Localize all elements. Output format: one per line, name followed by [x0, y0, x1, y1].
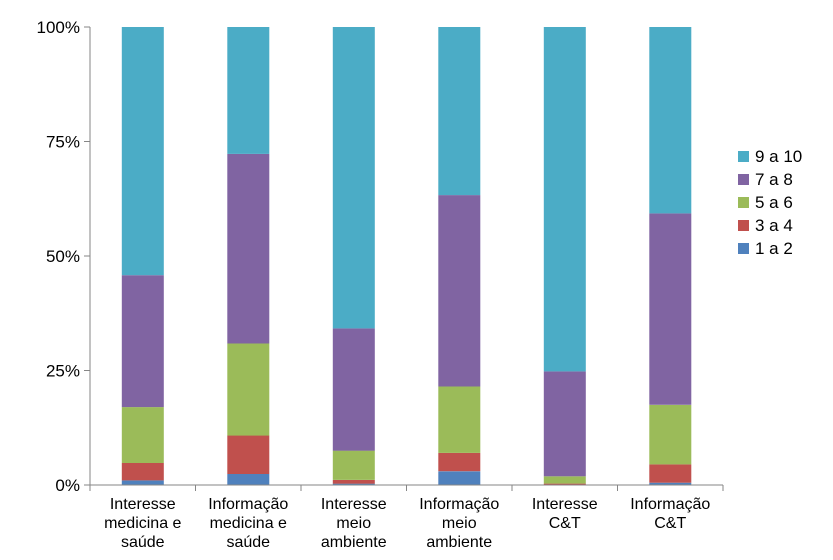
bar-segment — [227, 435, 270, 474]
legend-label: 1 a 2 — [755, 239, 793, 258]
bar-segment — [543, 27, 586, 372]
bar-segment — [649, 404, 692, 465]
bar-segment — [121, 480, 164, 485]
bar-segment — [332, 450, 375, 480]
bars-group — [121, 27, 692, 485]
x-category-label: Interesse medicina e saúde — [104, 496, 181, 551]
bar-segment — [649, 464, 692, 483]
bar-segment — [649, 482, 692, 485]
y-tick-label: 100% — [37, 18, 80, 37]
bar-segment — [438, 471, 481, 485]
legend-swatch — [738, 174, 749, 185]
bar-segment — [121, 407, 164, 463]
x-category-label: Informação meio ambiente — [419, 496, 499, 551]
bar-segment — [543, 371, 586, 477]
bar-segment — [543, 483, 586, 485]
bar-segment — [438, 386, 481, 453]
legend: 9 a 10 7 a 8 5 a 6 3 a 4 1 a 2 — [738, 147, 802, 258]
bar-segment — [332, 480, 375, 484]
legend-swatch — [738, 151, 749, 162]
bar-segment — [438, 195, 481, 387]
bar-segment — [438, 27, 481, 196]
bar-segment — [227, 27, 270, 154]
bar-segment — [121, 275, 164, 408]
axes-group: 0% 25% 50% 75% 100% Interesse medicina e saúde I… — [37, 18, 724, 551]
bar-segment — [121, 463, 164, 481]
bar-segment — [227, 343, 270, 436]
y-tick-label: 25% — [46, 362, 80, 381]
legend-label: 3 a 4 — [755, 216, 793, 235]
bar-segment — [332, 27, 375, 329]
y-tick-label: 0% — [55, 476, 80, 495]
legend-label: 5 a 6 — [755, 193, 793, 212]
bar-segment — [543, 476, 586, 484]
bar-segment — [438, 452, 481, 472]
legend-label: 9 a 10 — [755, 147, 802, 166]
x-category-label: Interesse C&T — [532, 496, 598, 532]
x-category-label: Informação C&T — [630, 496, 710, 532]
legend-swatch — [738, 243, 749, 254]
legend-label: 7 a 8 — [755, 170, 793, 189]
bar-segment — [649, 27, 692, 214]
bar-segment — [332, 483, 375, 485]
legend-swatch — [738, 197, 749, 208]
y-tick-label: 75% — [46, 133, 80, 152]
bar-segment — [227, 474, 270, 485]
bar-segment — [649, 213, 692, 405]
bar-segment — [227, 153, 270, 344]
y-tick-label: 50% — [46, 247, 80, 266]
x-category-label: Informação medicina e saúde — [208, 496, 288, 551]
bar-segment — [332, 328, 375, 451]
legend-swatch — [738, 220, 749, 231]
bar-segment — [121, 27, 164, 276]
x-category-label: Interesse meio ambiente — [321, 496, 387, 551]
